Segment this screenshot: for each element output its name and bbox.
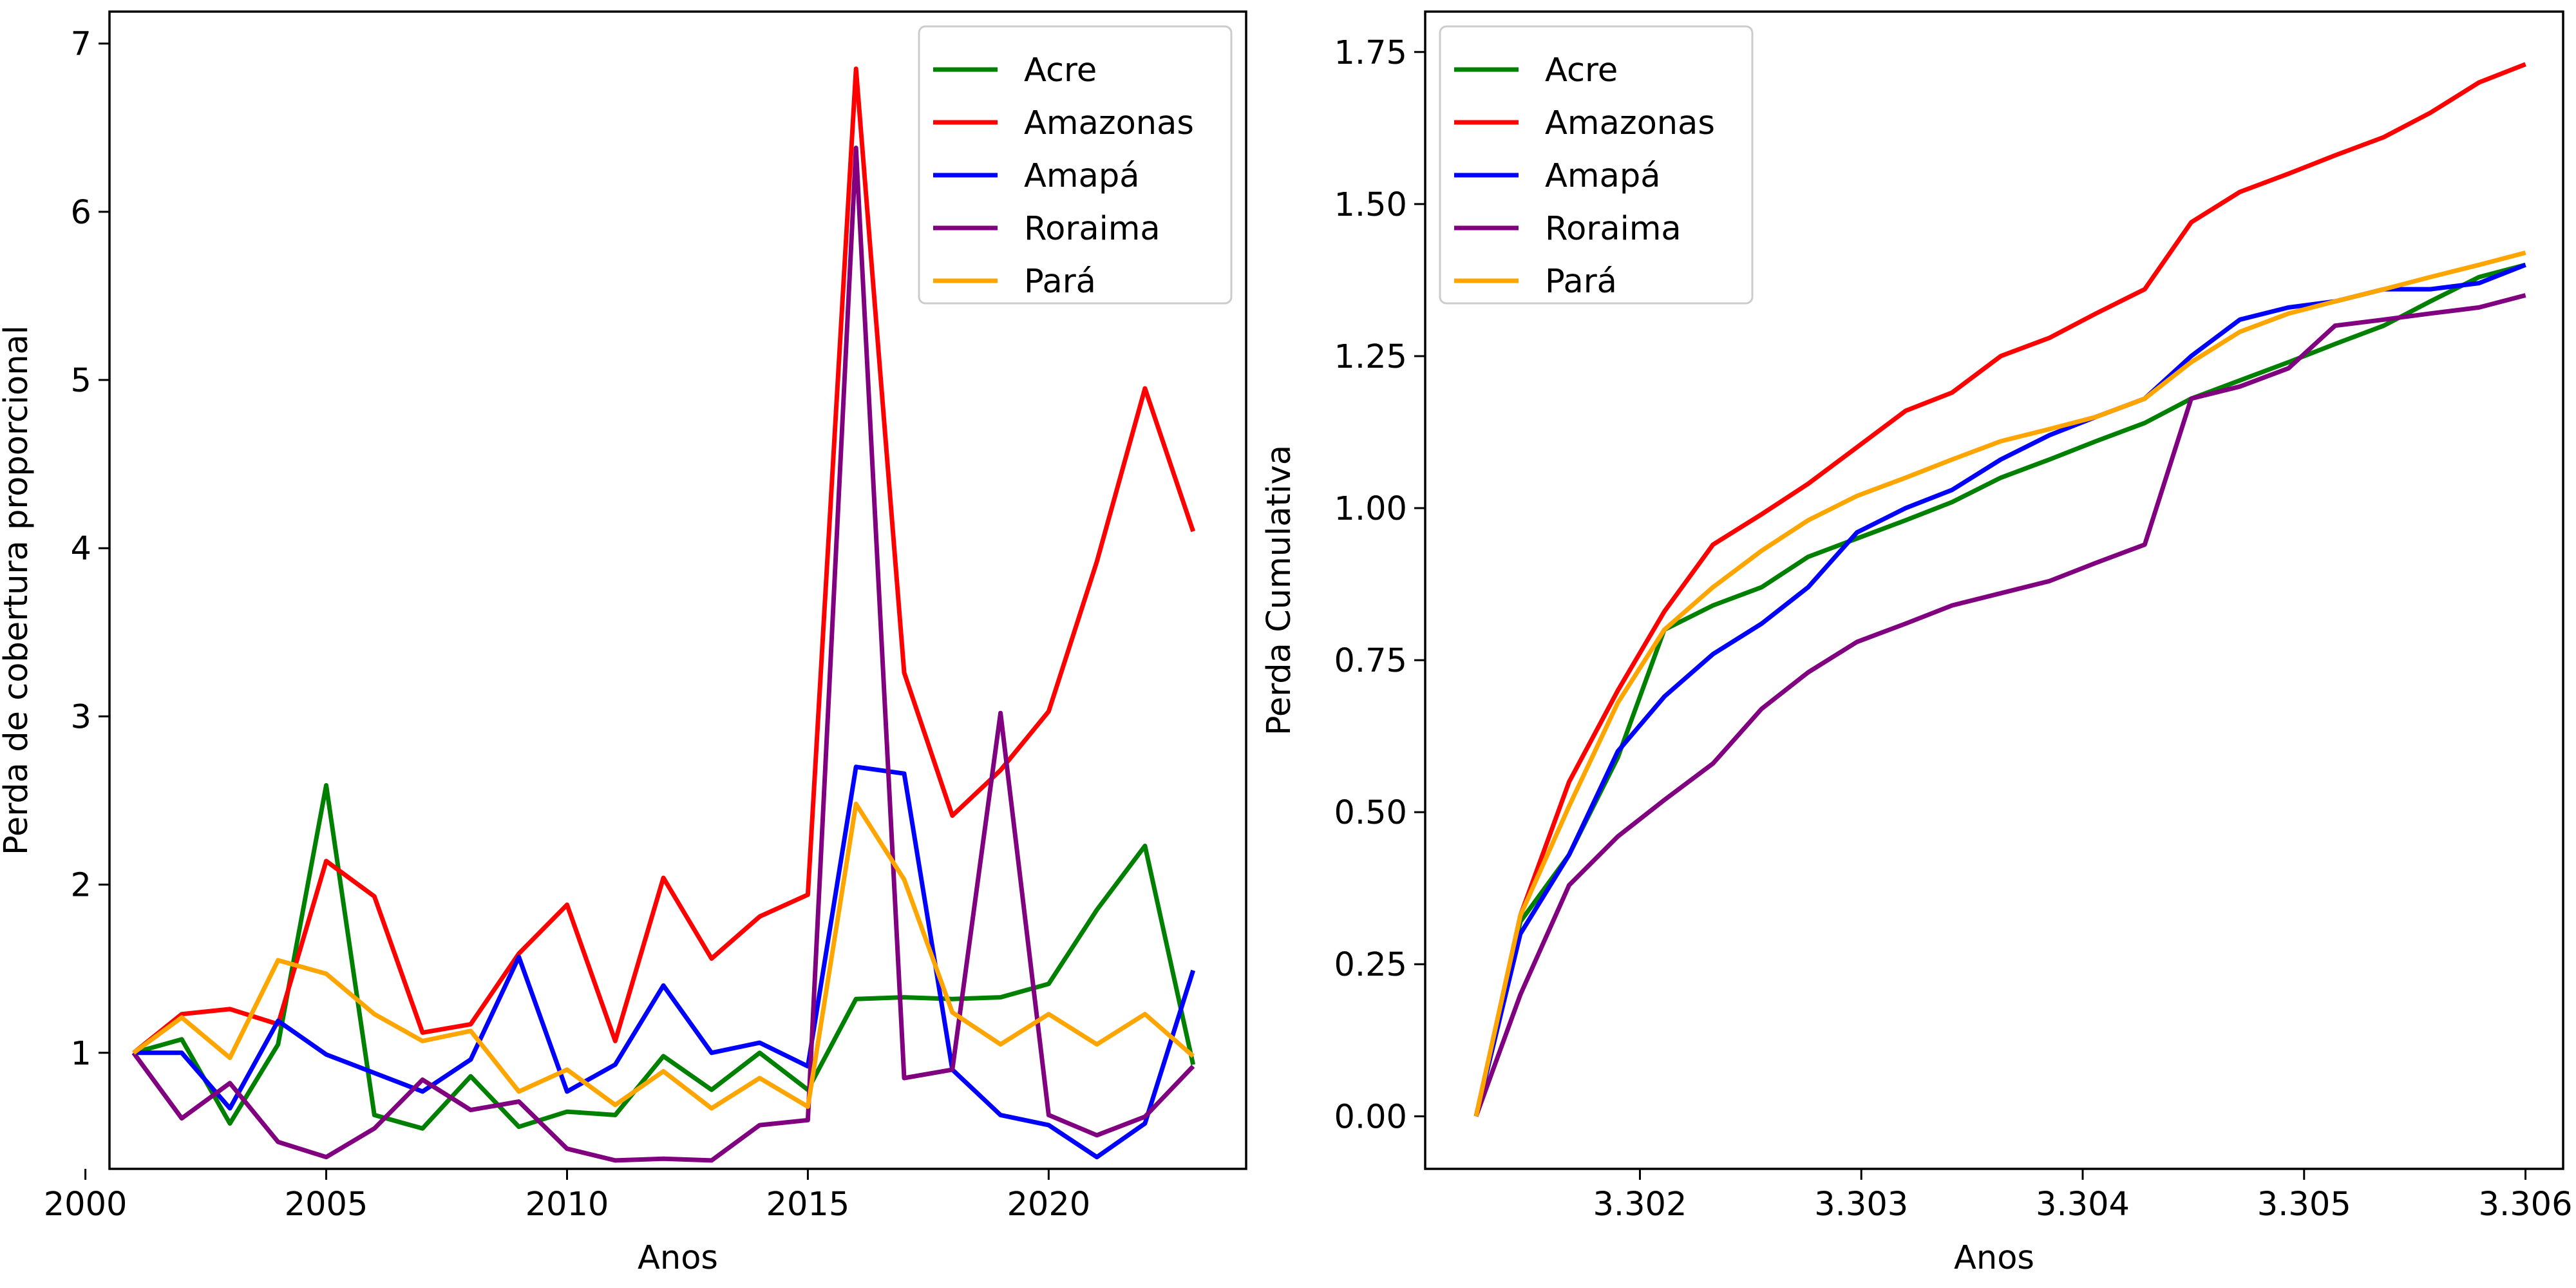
y-tick-label: 0.00 [1334,1098,1407,1136]
x-tick-label: 3.305 [2257,1186,2351,1224]
series-line-acre [1473,262,2526,1117]
series-line-roraima [131,146,1195,1163]
legend-label-pará: Pará [1024,263,1096,301]
series-line-amazonas [1473,62,2526,1117]
legend: Acre Amazonas Amapá Roraima Pará [918,25,1233,305]
y-tick-label: 1.50 [1334,186,1407,224]
x-tick-label: 2000 [44,1186,128,1224]
y-axis-label: Perda de cobertura proporcional [0,325,35,855]
y-axis-label: Perda Cumulativa [1260,445,1298,735]
legend-label-roraima: Roraima [1545,210,1681,248]
legend-frame [918,25,1233,305]
x-axis-label: Anos [1954,1239,2034,1277]
y-tick-label: 2 [71,867,91,905]
series-line-roraima [1473,293,2526,1117]
x-tick-label: 3.302 [1593,1186,1687,1224]
y-tick-label: 0.75 [1334,642,1407,680]
legend-label-acre: Acre [1545,52,1618,90]
y-tick-label: 4 [71,530,91,568]
chart-panel-cumulative-loss: 3.302 3.303 3.304 3.305 3.306 0.00 0.25 0.50 0.7… [1260,10,2573,1277]
y-tick-label: 6 [71,194,91,232]
legend-label-amapá: Amapá [1024,157,1139,195]
y-tick-label: 3 [71,698,91,736]
series-line-amapá [133,764,1196,1160]
x-tick-label: 2005 [285,1186,368,1224]
plot-frame [1424,10,2564,1170]
legend-label-roraima: Roraima [1024,210,1160,248]
y-tick-label: 0.25 [1334,946,1407,984]
series-line-pará [132,801,1195,1111]
y-tick-label: 1 [71,1035,91,1073]
legend: Acre Amazonas Amapá Roraima Pará [1439,25,1754,305]
y-tick-label: 5 [71,362,91,400]
y-tick-label: 1.75 [1334,34,1407,72]
y-tick-label: 7 [71,26,91,64]
legend-label-amazonas: Amazonas [1024,104,1194,142]
legend-label-pará: Pará [1545,263,1617,301]
x-tick-label: 3.306 [2479,1186,2573,1224]
plot-frame [108,10,1247,1170]
x-axis-label: Anos [638,1239,718,1277]
legend-frame [1439,25,1754,305]
x-tick-label: 3.304 [2036,1186,2130,1224]
y-tick-label: 0.50 [1334,794,1407,832]
series-line-acre [133,783,1196,1131]
x-tick-label: 2010 [526,1186,609,1224]
legend-label-amazonas: Amazonas [1545,104,1715,142]
y-tick-label: 1.00 [1334,490,1407,528]
legend-label-amapá: Amapá [1545,157,1660,195]
x-tick-label: 2015 [766,1186,850,1224]
series-line-pará [1473,251,2526,1117]
y-tick-label: 1.25 [1334,338,1407,376]
legend-label-acre: Acre [1024,52,1097,90]
chart-panel-loss-proportional: 2000 2005 2010 2015 2020 1 2 3 4 5 6 7 Anos Perda de … [0,10,1247,1277]
series-line-amazonas [132,66,1196,1055]
x-tick-label: 3.303 [1814,1186,1908,1224]
x-tick-label: 2020 [1007,1186,1090,1224]
